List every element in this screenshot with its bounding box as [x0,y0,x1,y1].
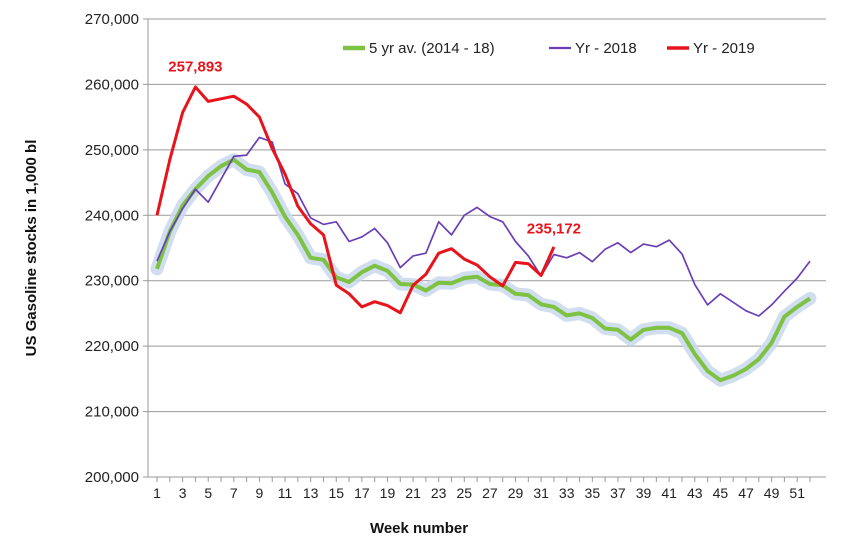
axes [147,19,826,478]
x-tick-label: 45 [713,485,729,501]
data-label-annotation: 235,172 [527,221,581,238]
y-axis-title: US Gasoline stocks in 1,000 bl [23,140,40,357]
y-tick-label: 210,000 [85,404,139,421]
series-yr-2019-line [155,85,556,315]
x-tick-label: 13 [303,485,319,501]
series-yr-2018-line [156,136,811,317]
x-tick-label: 49 [764,485,780,501]
y-tick-label: 240,000 [85,207,139,224]
x-tick-label: 19 [380,485,396,501]
data-label-annotation: 257,893 [168,58,222,75]
series-lines [150,85,817,387]
series-5yr-average-line [155,157,812,383]
x-tick-label: 15 [328,485,344,501]
x-tick-label: 43 [687,485,703,501]
legend-label: Yr - 2019 [693,40,755,57]
x-tick-label: 31 [533,485,549,501]
x-tick-label: 5 [204,485,212,501]
x-tick-label: 3 [179,485,187,501]
y-tick-labels: 200,000 210,000 220,000 230,000 240,000 250,0… [85,11,139,486]
x-tick-labels: 1 3 5 7 9 11 13 15 17 19 21 23 25 27 29 31 33 35 37 39 41 43 4… [153,485,805,501]
x-tick-label: 1 [153,485,161,501]
y-tick-label: 250,000 [85,142,139,159]
x-tick-label: 23 [431,485,447,501]
x-tick-label: 35 [585,485,601,501]
x-tick-label: 27 [482,485,498,501]
x-tick-label: 7 [230,485,238,501]
x-tick-label: 39 [636,485,652,501]
x-tick-label: 37 [610,485,626,501]
x-tick-label: 11 [278,485,293,501]
y-tick-label: 200,000 [85,469,139,486]
x-tick-label: 51 [789,485,805,501]
x-tick-label: 9 [256,485,264,501]
y-tick-label: 270,000 [85,11,139,28]
x-tick-label: 47 [738,485,754,501]
gridlines [143,18,826,482]
annotations: 257,893 235,172 [168,58,581,237]
x-tick-label: 33 [559,485,575,501]
legend-label: Yr - 2018 [575,40,637,57]
y-tick-label: 220,000 [85,338,139,355]
x-tick-label: 25 [457,485,473,501]
x-tick-label: 17 [354,485,370,501]
y-tick-label: 230,000 [85,273,139,290]
y-tick-label: 260,000 [85,76,139,93]
x-axis-title: Week number [370,520,468,537]
x-tick-label: 21 [405,485,421,501]
x-tick-label: 29 [508,485,524,501]
legend-label: 5 yr av. (2014 - 18) [369,40,495,57]
legend: 5 yr av. (2014 - 18) Yr - 2018 Yr - 2019 [343,40,755,57]
x-tick-label: 41 [661,485,677,501]
